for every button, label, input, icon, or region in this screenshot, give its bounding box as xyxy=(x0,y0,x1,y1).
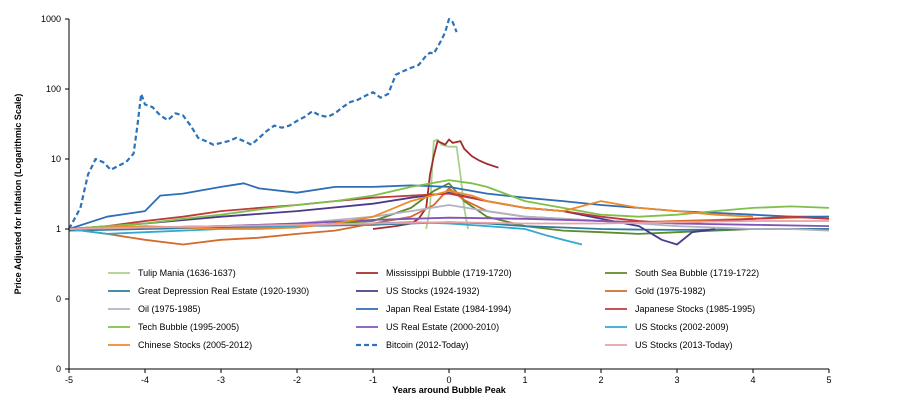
series-line-5 xyxy=(68,187,830,246)
legend-label-1: Mississippi Bubble (1719-1720) xyxy=(386,268,512,278)
y-axis-title: Price Adjusted for Inflation (Logarithmi… xyxy=(13,94,23,295)
x-tick-label: -1 xyxy=(369,375,377,385)
series-line-13 xyxy=(68,17,458,230)
y-tick-label: 1000 xyxy=(41,14,61,24)
legend-label-7: Japan Real Estate (1984-1994) xyxy=(386,304,511,314)
series-line-12 xyxy=(68,189,754,230)
legend-label-4: US Stocks (1924-1932) xyxy=(386,286,480,296)
legend-label-6: Oil (1975-1985) xyxy=(138,304,201,314)
legend-label-2: South Sea Bubble (1719-1722) xyxy=(635,268,759,278)
series-line-14 xyxy=(68,220,829,230)
legend-label-0: Tulip Mania (1636-1637) xyxy=(138,268,236,278)
series-line-0 xyxy=(425,138,469,230)
x-tick-label: 4 xyxy=(750,375,755,385)
x-tick-label: -3 xyxy=(217,375,225,385)
series-line-1 xyxy=(372,138,499,230)
y-tick-label: 0 xyxy=(56,364,61,374)
legend: Tulip Mania (1636-1637) Mississippi Bubbl… xyxy=(108,268,759,350)
legend-label-11: US Stocks (2002-2009) xyxy=(635,322,729,332)
x-tick-label: 1 xyxy=(522,375,527,385)
legend-label-8: Japanese Stocks (1985-1995) xyxy=(635,304,755,314)
y-tick-label: 100 xyxy=(46,84,61,94)
x-tick-label: 3 xyxy=(674,375,679,385)
x-axis-title: Years around Bubble Peak xyxy=(392,385,507,395)
legend-label-5: Gold (1975-1982) xyxy=(635,286,706,296)
legend-label-12: Chinese Stocks (2005-2012) xyxy=(138,340,252,350)
legend-label-3: Great Depression Real Estate (1920-1930) xyxy=(138,286,309,296)
legend-label-14: US Stocks (2013-Today) xyxy=(635,340,733,350)
x-tick-label: -4 xyxy=(141,375,149,385)
axes: Years around Bubble Peak Price Adjusted … xyxy=(13,14,832,395)
y-tick-label: 0 xyxy=(56,294,61,304)
x-tick-label: 0 xyxy=(446,375,451,385)
x-tick-label: 2 xyxy=(598,375,603,385)
legend-label-13: Bitcoin (2012-Today) xyxy=(386,340,469,350)
x-tick-label: -5 xyxy=(65,375,73,385)
x-tick-label: -2 xyxy=(293,375,301,385)
plot-area xyxy=(68,17,830,246)
x-tick-label: 5 xyxy=(826,375,831,385)
legend-label-10: US Real Estate (2000-2010) xyxy=(386,322,499,332)
legend-label-9: Tech Bubble (1995-2005) xyxy=(138,322,239,332)
y-tick-label: 1 xyxy=(56,224,61,234)
y-tick-label: 10 xyxy=(51,154,61,164)
